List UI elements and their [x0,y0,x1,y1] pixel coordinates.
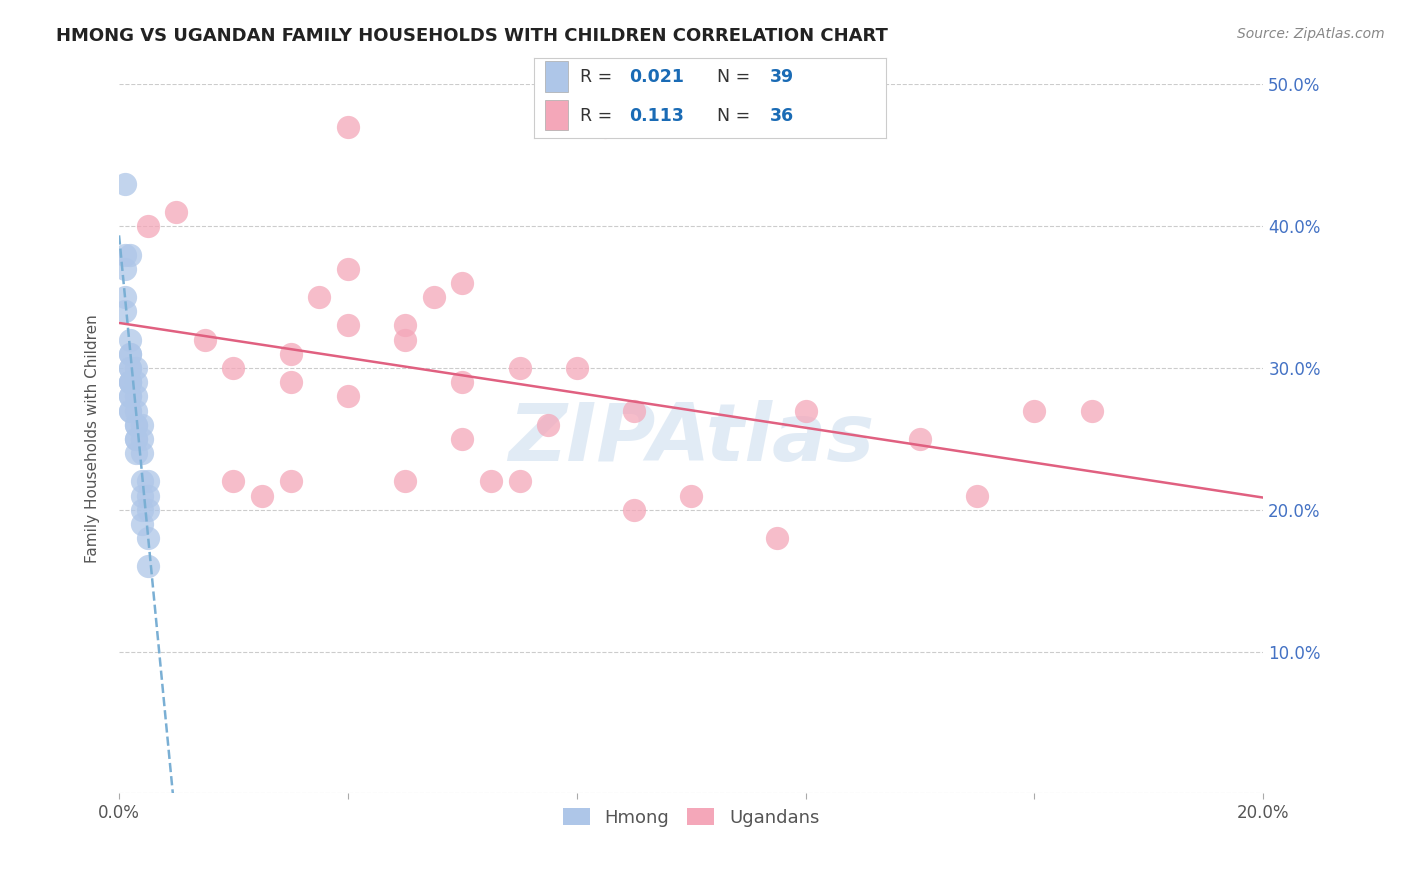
Text: Source: ZipAtlas.com: Source: ZipAtlas.com [1237,27,1385,41]
Point [120,375,142,389]
Text: R =: R = [581,69,617,87]
Point [222,361,245,376]
Point [131,432,153,446]
Point [131,489,153,503]
Legend: Hmong, Ugandans: Hmong, Ugandans [555,801,827,834]
Point [120,389,142,403]
Point [120,389,142,403]
Point [136,219,159,234]
Point [120,347,142,361]
Point [125,432,148,446]
Point [422,290,444,304]
Point [451,375,474,389]
Point [194,333,217,347]
Point [136,489,159,503]
Point [125,417,148,432]
Point [125,361,148,376]
Point [131,446,153,460]
Point [136,559,159,574]
Point [1080,403,1102,417]
Point [114,177,136,191]
Text: ZIPAtlas: ZIPAtlas [508,400,875,478]
Point [394,475,416,489]
Point [120,333,142,347]
Point [280,347,302,361]
Point [336,120,359,134]
Point [681,489,703,503]
Point [537,417,560,432]
Point [479,475,502,489]
Point [908,432,931,446]
Text: HMONG VS UGANDAN FAMILY HOUSEHOLDS WITH CHILDREN CORRELATION CHART: HMONG VS UGANDAN FAMILY HOUSEHOLDS WITH … [56,27,889,45]
Point [509,361,531,376]
Point [120,361,142,376]
Point [280,375,302,389]
Point [120,403,142,417]
Point [131,503,153,517]
Point [222,475,245,489]
Point [509,475,531,489]
Point [595,120,617,134]
Point [120,403,142,417]
Point [451,276,474,290]
Point [280,475,302,489]
Point [136,503,159,517]
Point [125,403,148,417]
Point [114,290,136,304]
Point [565,361,588,376]
Point [336,389,359,403]
Point [120,247,142,261]
Point [1024,403,1046,417]
Text: 0.113: 0.113 [630,107,685,125]
Point [114,304,136,318]
Text: N =: N = [717,107,756,125]
Point [120,375,142,389]
Point [120,361,142,376]
FancyBboxPatch shape [544,100,568,130]
Point [125,446,148,460]
Point [336,318,359,333]
Point [131,516,153,531]
Point [136,475,159,489]
Point [120,375,142,389]
Point [794,403,817,417]
FancyBboxPatch shape [544,62,568,92]
Point [114,247,136,261]
Point [623,403,645,417]
Point [125,389,148,403]
Point [336,261,359,276]
Y-axis label: Family Households with Children: Family Households with Children [86,315,100,563]
Point [131,417,153,432]
Point [125,375,148,389]
Text: 39: 39 [770,69,794,87]
Text: 36: 36 [770,107,794,125]
Point [623,503,645,517]
Point [165,205,187,219]
Point [114,261,136,276]
Text: R =: R = [581,107,623,125]
Point [394,333,416,347]
Point [125,417,148,432]
Point [766,531,789,545]
Point [250,489,273,503]
Point [394,318,416,333]
Point [451,432,474,446]
Text: N =: N = [717,69,756,87]
Text: 0.021: 0.021 [630,69,685,87]
Point [125,432,148,446]
Point [131,475,153,489]
Point [120,347,142,361]
Point [136,531,159,545]
Point [308,290,330,304]
Point [966,489,988,503]
